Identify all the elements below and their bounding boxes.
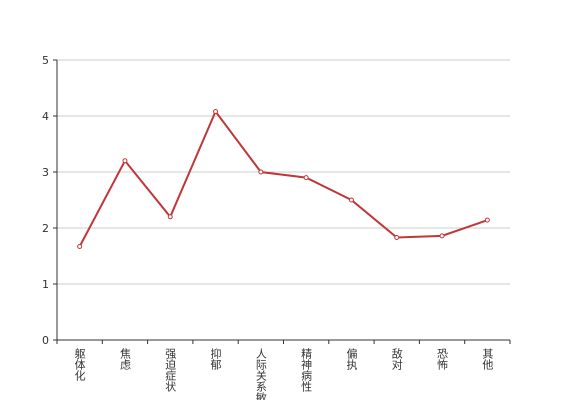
point xyxy=(303,175,309,181)
point xyxy=(122,158,128,164)
y-tick-label: 4 xyxy=(42,110,49,123)
point xyxy=(439,233,445,239)
y-tick-label: 2 xyxy=(42,222,49,235)
point xyxy=(484,217,490,223)
point xyxy=(258,169,264,175)
y-tick-label: 1 xyxy=(42,278,49,291)
line xyxy=(78,109,488,247)
x-tick-label: 人际关系敏感 xyxy=(254,348,267,400)
y-tick-label: 5 xyxy=(42,54,49,67)
point xyxy=(348,197,354,203)
x-tick-label: 敌对 xyxy=(390,347,403,370)
x-tick-label: 恐怖 xyxy=(436,348,449,370)
x-tick-label: 精神病性 xyxy=(300,348,313,393)
x-tick-label: 偏执 xyxy=(345,347,358,371)
x-tick-label: 躯体化 xyxy=(73,348,86,382)
x-tick-label: 其他 xyxy=(481,348,494,370)
point xyxy=(213,109,219,115)
y-tick-label: 3 xyxy=(42,166,49,179)
point xyxy=(167,214,173,220)
x-tick-label: 焦虑 xyxy=(118,348,131,370)
y-tick-label: 0 xyxy=(42,334,49,347)
point xyxy=(77,243,83,249)
point xyxy=(394,235,400,241)
x-tick-label: 抑郁 xyxy=(209,347,222,370)
x-tick-label: 强迫症状 xyxy=(164,348,177,392)
